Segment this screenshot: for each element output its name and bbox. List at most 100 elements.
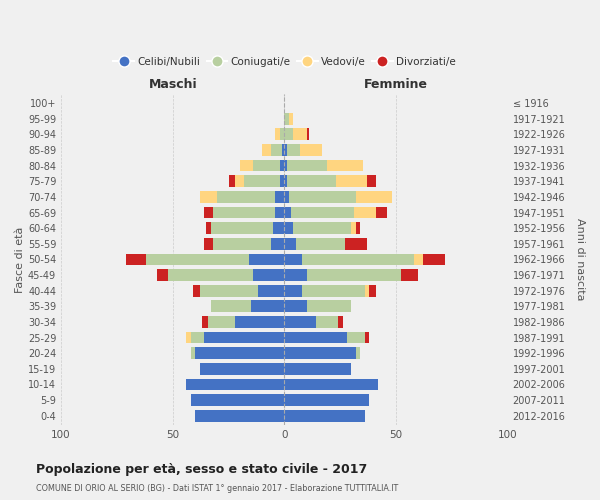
Bar: [284, 238, 296, 250]
Bar: [316, 316, 338, 328]
Text: Maschi: Maschi: [148, 78, 197, 90]
Bar: [284, 394, 370, 406]
Text: Popolazione per età, sesso e stato civile - 2017: Popolazione per età, sesso e stato civil…: [36, 462, 367, 475]
Bar: [202, 316, 208, 328]
Bar: [282, 144, 284, 156]
Bar: [291, 206, 353, 218]
Bar: [338, 316, 343, 328]
Bar: [273, 222, 284, 234]
Bar: [284, 254, 302, 266]
Bar: [336, 176, 367, 187]
Bar: [284, 113, 289, 124]
Bar: [284, 378, 378, 390]
Bar: [302, 254, 414, 266]
Bar: [284, 348, 356, 359]
Bar: [287, 160, 327, 172]
Bar: [204, 206, 213, 218]
Bar: [257, 285, 284, 296]
Bar: [235, 176, 244, 187]
Bar: [208, 316, 235, 328]
Bar: [275, 128, 280, 140]
Bar: [280, 176, 284, 187]
Bar: [200, 363, 284, 374]
Bar: [284, 300, 307, 312]
Bar: [271, 144, 282, 156]
Bar: [327, 160, 362, 172]
Bar: [293, 222, 352, 234]
Bar: [240, 160, 253, 172]
Bar: [345, 238, 367, 250]
Bar: [356, 348, 361, 359]
Bar: [284, 316, 316, 328]
Bar: [253, 160, 280, 172]
Bar: [217, 191, 275, 202]
Legend: Celibi/Nubili, Coniugati/e, Vedovi/e, Divorziati/e: Celibi/Nubili, Coniugati/e, Vedovi/e, Di…: [109, 52, 460, 71]
Bar: [146, 254, 248, 266]
Bar: [126, 254, 146, 266]
Bar: [275, 206, 284, 218]
Bar: [213, 238, 271, 250]
Bar: [186, 378, 284, 390]
Bar: [356, 222, 361, 234]
Bar: [284, 144, 287, 156]
Bar: [284, 363, 352, 374]
Bar: [248, 254, 284, 266]
Bar: [352, 222, 356, 234]
Bar: [168, 269, 253, 281]
Y-axis label: Fasce di età: Fasce di età: [15, 226, 25, 292]
Bar: [191, 348, 195, 359]
Bar: [307, 269, 401, 281]
Bar: [401, 269, 418, 281]
Y-axis label: Anni di nascita: Anni di nascita: [575, 218, 585, 300]
Bar: [307, 128, 309, 140]
Bar: [296, 238, 345, 250]
Bar: [191, 332, 204, 344]
Bar: [284, 269, 307, 281]
Bar: [284, 206, 291, 218]
Bar: [211, 300, 251, 312]
Bar: [195, 348, 284, 359]
Bar: [235, 316, 284, 328]
Bar: [191, 394, 284, 406]
Bar: [289, 191, 356, 202]
Bar: [284, 160, 287, 172]
Bar: [280, 128, 284, 140]
Bar: [275, 191, 284, 202]
Bar: [287, 144, 300, 156]
Bar: [307, 300, 352, 312]
Bar: [262, 144, 271, 156]
Bar: [204, 238, 213, 250]
Bar: [253, 269, 284, 281]
Bar: [229, 176, 235, 187]
Bar: [200, 191, 217, 202]
Bar: [206, 222, 211, 234]
Bar: [271, 238, 284, 250]
Bar: [195, 410, 284, 422]
Bar: [353, 206, 376, 218]
Bar: [204, 332, 284, 344]
Bar: [284, 222, 293, 234]
Bar: [186, 332, 191, 344]
Bar: [293, 128, 307, 140]
Bar: [414, 254, 423, 266]
Bar: [284, 128, 293, 140]
Bar: [284, 285, 302, 296]
Bar: [347, 332, 365, 344]
Bar: [287, 176, 336, 187]
Bar: [284, 176, 287, 187]
Bar: [284, 332, 347, 344]
Text: Femmine: Femmine: [364, 78, 428, 90]
Bar: [365, 332, 370, 344]
Bar: [356, 191, 392, 202]
Bar: [302, 285, 365, 296]
Bar: [280, 160, 284, 172]
Bar: [157, 269, 168, 281]
Bar: [200, 285, 257, 296]
Bar: [365, 285, 370, 296]
Bar: [211, 222, 273, 234]
Bar: [367, 176, 376, 187]
Bar: [376, 206, 387, 218]
Bar: [284, 191, 289, 202]
Bar: [284, 410, 365, 422]
Bar: [300, 144, 322, 156]
